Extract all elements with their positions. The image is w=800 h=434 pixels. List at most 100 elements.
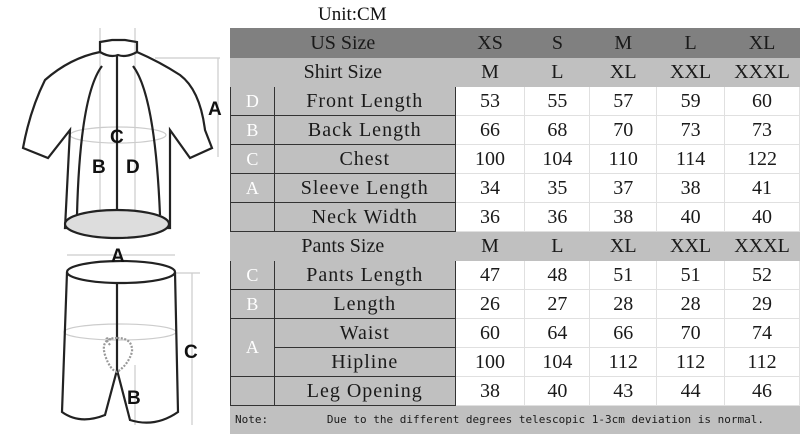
note-row: Note: Due to the different degrees telesc… bbox=[230, 405, 800, 434]
table-row: A Waist 60 64 66 70 74 bbox=[230, 318, 800, 377]
label-b-shorts: B bbox=[127, 388, 141, 409]
size-header-cell: L bbox=[524, 231, 591, 261]
measure-value: 37 bbox=[589, 173, 658, 203]
jersey-outline bbox=[21, 38, 214, 240]
measure-value: 104 bbox=[524, 144, 591, 174]
measure-value: 122 bbox=[724, 144, 800, 174]
measure-value: 112 bbox=[724, 347, 800, 377]
size-header-cell: XL bbox=[589, 231, 658, 261]
measure-value: 51 bbox=[656, 260, 726, 290]
measure-value: 26 bbox=[454, 289, 526, 319]
measure-value: 73 bbox=[656, 115, 726, 145]
measure-letter: A bbox=[230, 173, 275, 203]
shorts-outline bbox=[60, 259, 180, 424]
label-d-jersey: D bbox=[126, 157, 140, 178]
table-row: B Back Length 66 68 70 73 73 bbox=[230, 115, 800, 145]
measure-value: 64 bbox=[524, 318, 591, 348]
size-header-cell: L bbox=[656, 28, 726, 58]
measure-value: 70 bbox=[656, 318, 726, 348]
unit-label: Unit:CM bbox=[318, 4, 387, 25]
size-header-cell: L bbox=[524, 57, 591, 87]
measure-value: 112 bbox=[656, 347, 726, 377]
measure-value: 55 bbox=[524, 86, 591, 116]
measure-value: 28 bbox=[589, 289, 658, 319]
table-row: B Length 26 27 28 28 29 bbox=[230, 289, 800, 319]
measure-value: 47 bbox=[454, 260, 526, 290]
table-row: Hipline 100 104 112 112 112 bbox=[231, 347, 800, 377]
measure-value: 28 bbox=[656, 289, 726, 319]
measure-letter: A bbox=[230, 318, 275, 377]
measure-value: 73 bbox=[724, 115, 800, 145]
measure-label: Neck Width bbox=[273, 202, 456, 232]
measure-label: Pants Length bbox=[273, 260, 456, 290]
pants-size-label: Pants Size bbox=[230, 231, 456, 261]
measure-value: 44 bbox=[656, 376, 726, 406]
measure-value: 53 bbox=[454, 86, 526, 116]
measure-value: 112 bbox=[589, 347, 658, 377]
measure-value: 52 bbox=[724, 260, 800, 290]
size-header-cell: XXL bbox=[656, 231, 726, 261]
size-header-cell: M bbox=[454, 231, 526, 261]
table-row: Neck Width 36 36 38 40 40 bbox=[230, 202, 800, 232]
measure-value: 38 bbox=[589, 202, 658, 232]
measure-value: 38 bbox=[656, 173, 726, 203]
us-size-label: US Size bbox=[230, 28, 456, 58]
measure-value: 100 bbox=[454, 144, 526, 174]
measure-value: 68 bbox=[524, 115, 591, 145]
measure-letter: B bbox=[230, 289, 275, 319]
measure-value: 38 bbox=[454, 376, 526, 406]
measure-value: 114 bbox=[656, 144, 726, 174]
measure-value: 48 bbox=[524, 260, 591, 290]
measure-letter: C bbox=[230, 144, 275, 174]
table-row: C Chest 100 104 110 114 122 bbox=[230, 144, 800, 174]
label-b-jersey: B bbox=[92, 157, 106, 178]
size-header-cell: S bbox=[524, 28, 591, 58]
measure-label: Waist bbox=[273, 318, 456, 348]
measure-value: 27 bbox=[524, 289, 591, 319]
measure-value: 70 bbox=[589, 115, 658, 145]
table-row: D Front Length 53 55 57 59 60 bbox=[230, 86, 800, 116]
measure-value: 66 bbox=[454, 115, 526, 145]
measure-value: 104 bbox=[524, 347, 591, 377]
measure-value: 46 bbox=[724, 376, 800, 406]
measure-value: 100 bbox=[454, 347, 526, 377]
measure-value: 74 bbox=[724, 318, 800, 348]
measure-value: 60 bbox=[454, 318, 526, 348]
measure-letter: B bbox=[230, 115, 275, 145]
measure-value: 35 bbox=[524, 173, 591, 203]
table-row: Leg Opening 38 40 43 44 46 bbox=[230, 376, 800, 406]
measure-label: Leg Opening bbox=[273, 376, 456, 406]
shirt-size-row: Shirt Size M L XL XXL XXXL bbox=[230, 57, 800, 87]
label-a-shorts: A bbox=[111, 246, 125, 267]
size-header-cell: XXL bbox=[656, 57, 726, 87]
size-header-cell: XL bbox=[724, 28, 800, 58]
measure-label: Chest bbox=[273, 144, 456, 174]
shirt-size-label: Shirt Size bbox=[230, 57, 456, 87]
measure-value: 110 bbox=[589, 144, 658, 174]
measure-label: Front Length bbox=[273, 86, 456, 116]
size-header-cell: XS bbox=[454, 28, 526, 58]
note-text: Due to the different degrees telescopic … bbox=[273, 405, 800, 434]
measure-label: Sleeve Length bbox=[273, 173, 456, 203]
label-c-shorts: C bbox=[184, 342, 198, 363]
measure-value: 40 bbox=[656, 202, 726, 232]
size-diagram: A C B D A C B bbox=[21, 28, 222, 425]
measure-letter: C bbox=[230, 260, 275, 290]
measure-value: 29 bbox=[724, 289, 800, 319]
size-header-cell: M bbox=[589, 28, 658, 58]
table-row: A Sleeve Length 34 35 37 38 41 bbox=[230, 173, 800, 203]
measure-value: 57 bbox=[589, 86, 658, 116]
label-a-jersey: A bbox=[208, 99, 222, 120]
label-c-jersey: C bbox=[110, 127, 124, 148]
measure-value: 43 bbox=[589, 376, 658, 406]
measure-value: 41 bbox=[724, 173, 800, 203]
measure-letter bbox=[230, 202, 275, 232]
measure-label: Hipline bbox=[273, 347, 456, 377]
measure-value: 51 bbox=[589, 260, 658, 290]
note-label: Note: bbox=[230, 405, 275, 434]
size-header-cell: XL bbox=[589, 57, 658, 87]
measure-value: 60 bbox=[724, 86, 800, 116]
size-header-cell: XXXL bbox=[724, 57, 800, 87]
measure-value: 36 bbox=[524, 202, 591, 232]
measure-value: 40 bbox=[724, 202, 800, 232]
